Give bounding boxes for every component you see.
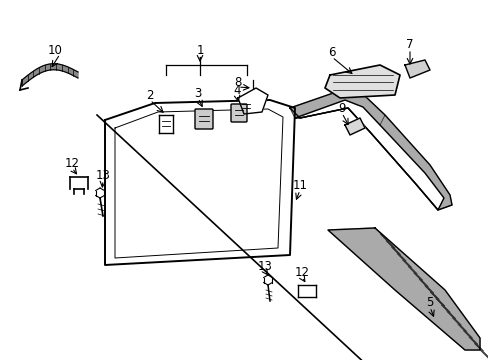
Text: 13: 13	[95, 168, 110, 181]
FancyBboxPatch shape	[195, 109, 213, 129]
Polygon shape	[238, 88, 267, 114]
Text: 4: 4	[233, 84, 240, 96]
Text: 9: 9	[338, 102, 345, 114]
Text: 6: 6	[327, 45, 335, 59]
Text: 8: 8	[234, 76, 241, 89]
Text: 12: 12	[64, 157, 80, 170]
Text: 12: 12	[294, 266, 309, 279]
FancyBboxPatch shape	[230, 104, 246, 122]
Text: 10: 10	[47, 44, 62, 57]
Text: 3: 3	[194, 86, 201, 99]
Polygon shape	[404, 60, 429, 78]
Polygon shape	[327, 228, 479, 350]
Polygon shape	[345, 118, 364, 135]
Polygon shape	[105, 100, 294, 265]
Text: 5: 5	[426, 296, 433, 309]
Text: 11: 11	[292, 179, 307, 192]
Polygon shape	[325, 65, 399, 98]
Polygon shape	[22, 64, 78, 86]
Text: 2: 2	[146, 89, 153, 102]
Text: 1: 1	[196, 44, 203, 57]
Polygon shape	[289, 90, 451, 210]
Text: 13: 13	[257, 260, 272, 273]
Text: 7: 7	[406, 37, 413, 50]
